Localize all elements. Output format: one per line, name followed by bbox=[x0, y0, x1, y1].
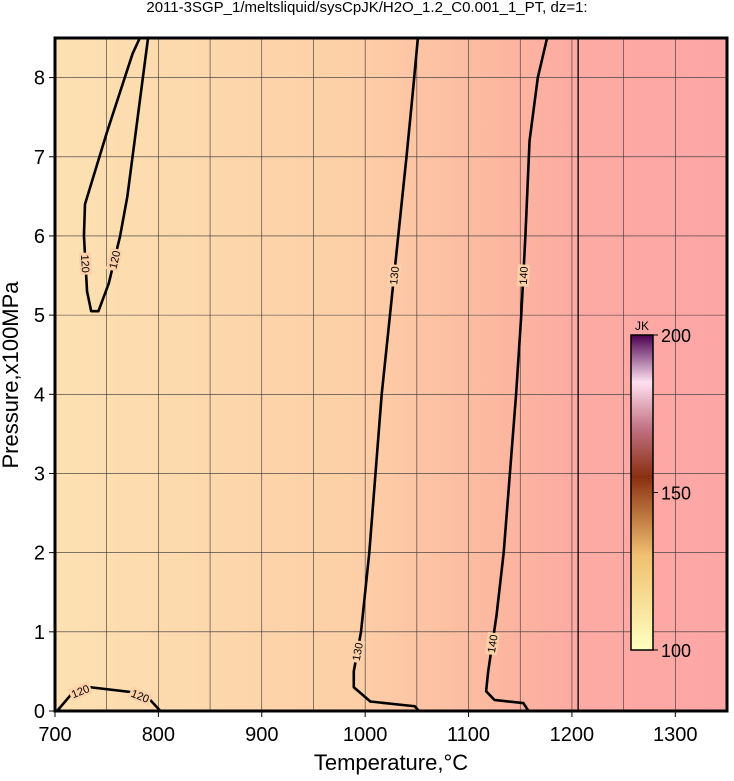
plot-frame bbox=[53, 36, 729, 713]
contour-label-bg bbox=[106, 247, 123, 272]
colorbar bbox=[630, 334, 654, 651]
contour-line bbox=[56, 685, 162, 712]
y-tick-label: 1 bbox=[34, 622, 45, 644]
x-tick-label: 800 bbox=[142, 724, 175, 746]
y-tick-label: 8 bbox=[34, 68, 45, 90]
contour-label: 130 bbox=[351, 642, 366, 662]
contour-label: 120 bbox=[107, 250, 123, 271]
contour-label: 140 bbox=[518, 266, 531, 285]
colorbar-tick-label: 150 bbox=[661, 484, 691, 504]
x-tick-label: 700 bbox=[38, 724, 71, 746]
y-tick-label: 5 bbox=[34, 305, 45, 327]
x-tick-label: 900 bbox=[245, 724, 278, 746]
y-tick-label: 6 bbox=[34, 226, 45, 248]
contour-label-bg bbox=[67, 681, 93, 701]
contour-label-bg bbox=[349, 639, 366, 664]
contour-label-bg bbox=[127, 686, 153, 706]
y-tick-label: 0 bbox=[34, 701, 45, 723]
x-tick-label: 1100 bbox=[447, 724, 490, 746]
contour-label: 120 bbox=[78, 254, 91, 273]
x-tick-label: 1000 bbox=[343, 724, 388, 746]
y-axis-label: Pressure,x100MPa bbox=[0, 281, 23, 469]
x-axis-label: Temperature,°C bbox=[314, 750, 468, 775]
colorbar-label: JK bbox=[635, 319, 649, 333]
colorbar-tick-label: 200 bbox=[661, 326, 691, 346]
contour-label-bg bbox=[516, 264, 530, 287]
contour-line bbox=[352, 37, 420, 712]
chart-title: 2011-3SGP_1/meltsliquid/sysCpJK/H2O_1.2_… bbox=[146, 0, 587, 16]
y-tick-label: 3 bbox=[34, 463, 45, 485]
contour-label-bg bbox=[78, 252, 93, 275]
y-tick-label: 7 bbox=[34, 147, 45, 169]
contour-line bbox=[484, 37, 549, 712]
plot-background bbox=[55, 38, 727, 711]
contour-label: 130 bbox=[388, 266, 402, 286]
contour-label: 140 bbox=[486, 634, 501, 654]
y-tick-label: 2 bbox=[34, 543, 45, 565]
colorbar-tick-label: 100 bbox=[661, 641, 691, 661]
y-tick-label: 4 bbox=[34, 384, 45, 406]
contour-label-bg bbox=[484, 631, 500, 656]
x-tick-label: 1300 bbox=[653, 724, 698, 746]
contour-label-bg bbox=[386, 263, 402, 288]
contour-line bbox=[82, 37, 150, 313]
x-tick-label: 1200 bbox=[550, 724, 595, 746]
